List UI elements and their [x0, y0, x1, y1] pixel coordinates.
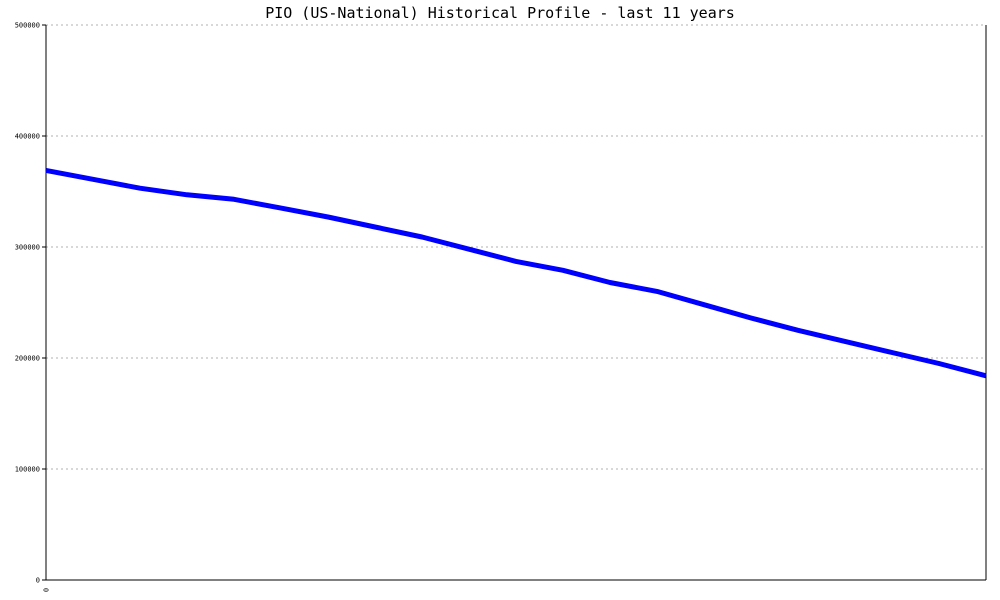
data-point-5	[279, 206, 284, 211]
data-point-3	[185, 192, 190, 197]
data-point-10	[514, 259, 519, 264]
y-tick-label-5: 500000	[15, 22, 40, 30]
data-point-20	[984, 373, 989, 378]
data-point-2	[138, 186, 143, 191]
series-line	[45, 167, 987, 379]
data-point-0	[44, 168, 49, 173]
y-tick-label-4: 400000	[15, 133, 40, 141]
data-point-9	[467, 247, 472, 252]
data-point-13	[655, 289, 660, 294]
y-tick-label-3: 300000	[15, 244, 40, 252]
data-point-7	[373, 225, 378, 230]
data-point-18	[890, 350, 895, 355]
data-series	[44, 167, 989, 379]
y-tick-label-0: 0	[36, 577, 40, 585]
data-point-19	[937, 361, 942, 366]
x-tick-label-0: 0	[43, 588, 51, 592]
data-point-1	[91, 177, 96, 182]
grid-lines	[46, 24, 986, 470]
y-tick-label-1: 100000	[15, 466, 40, 474]
tick-labels: 0 100000 200000 300000 400000 500000 0	[15, 22, 51, 593]
data-point-4	[232, 197, 237, 202]
data-point-17	[843, 339, 848, 344]
y-tick-label-2: 200000	[15, 355, 40, 363]
chart-axes	[42, 24, 987, 581]
chart-title: PIO (US-National) Historical Profile - l…	[265, 4, 735, 22]
data-point-11	[561, 268, 566, 273]
data-point-16	[796, 328, 801, 333]
data-point-12	[608, 280, 613, 285]
data-point-14	[702, 302, 707, 307]
data-point-8	[420, 235, 425, 240]
data-point-15	[749, 316, 754, 321]
data-point-6	[326, 215, 331, 220]
